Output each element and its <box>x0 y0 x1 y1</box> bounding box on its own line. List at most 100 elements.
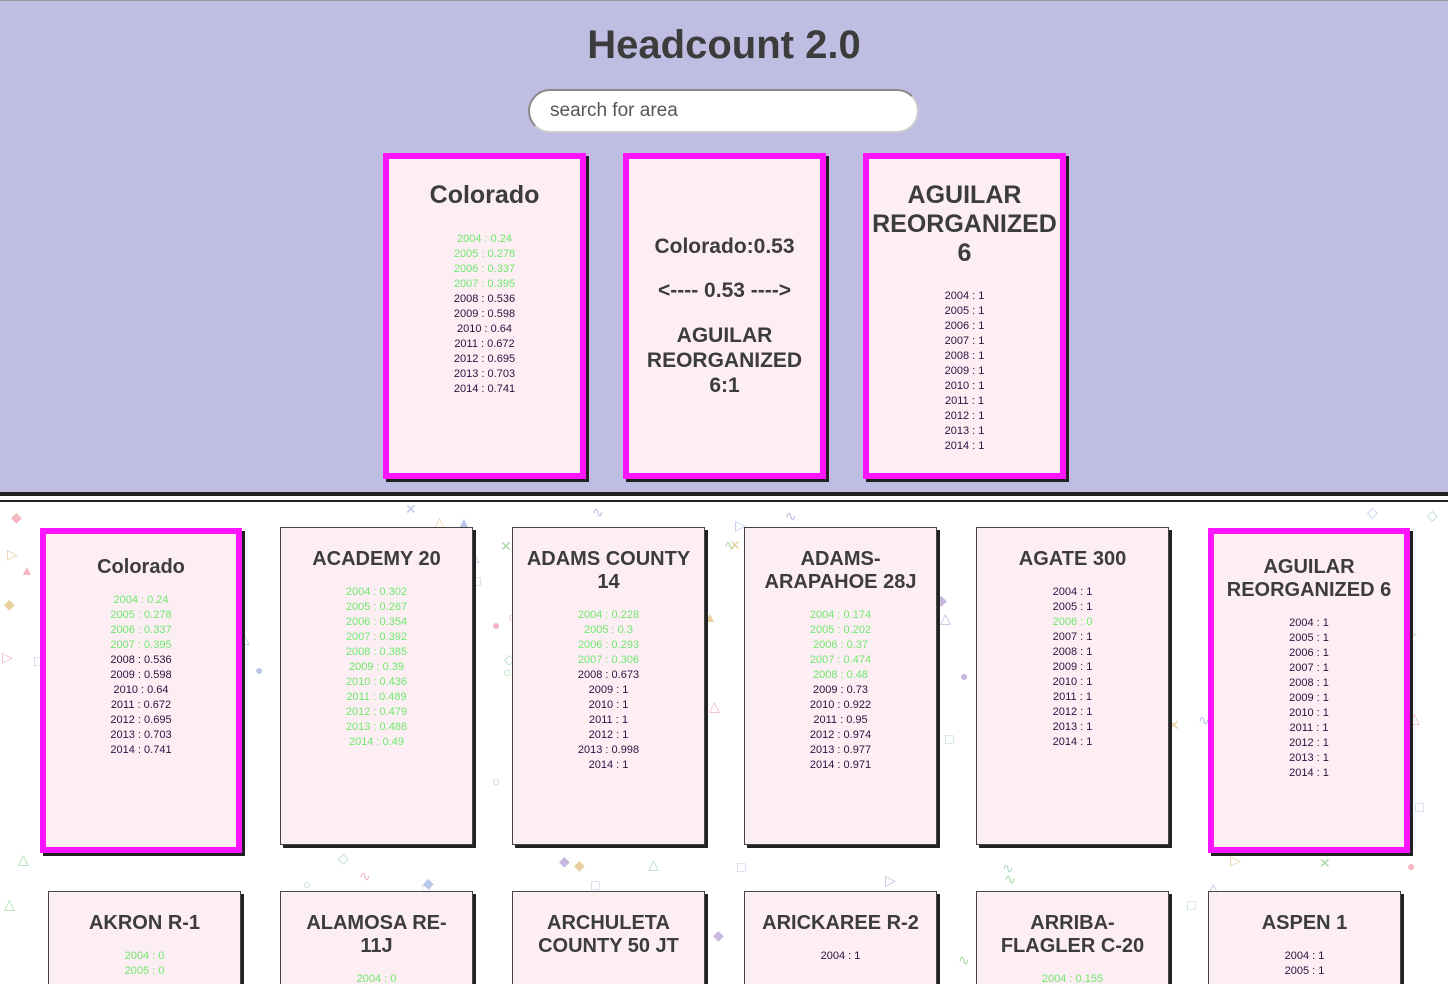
year-value-row: 2005 : 0.278 <box>453 247 516 260</box>
confetti-shape: □ <box>1415 799 1424 815</box>
year-value-row: 2005 : 1 <box>1052 601 1093 613</box>
compare-left-rows: 2004 : 0.24 2005 : 0.278 2006 : 0.337 2007 … <box>389 232 580 397</box>
search-input[interactable] <box>528 89 919 133</box>
compare-panel: Headcount 2.0 Colorado 2004 : 0.24 2005 :… <box>0 0 1448 493</box>
district-card[interactable]: ARCHULETA COUNTY 50 JT <box>512 891 705 984</box>
district-card[interactable]: Colorado 2004 : 0.24 2005 : 0.278 2006 : 0.… <box>40 528 242 853</box>
year-value-row: 2006 : 0.37 <box>812 639 869 651</box>
year-value-row: 2009 : 1 <box>1052 661 1093 673</box>
confetti-shape: ✕ <box>500 538 512 554</box>
district-rows: 2004 : 0.155 <box>977 972 1168 984</box>
year-value-row: 2008 : 1 <box>1289 677 1329 689</box>
year-value-row: 2007 : 1 <box>944 335 985 348</box>
district-card[interactable]: ARICKAREE R-2 2004 : 1 <box>744 891 937 984</box>
district-card[interactable]: AKRON R-1 2004 : 0 2005 : 0 <box>48 891 241 984</box>
year-value-row: 2007 : 0.474 <box>809 654 872 666</box>
year-value-row: 2007 : 0.395 <box>453 277 516 290</box>
confetti-shape: ∿ <box>1002 860 1014 876</box>
confetti-shape: ◆ <box>559 853 570 869</box>
confetti-shape: ✕ <box>729 537 741 553</box>
district-rows: 2004 : 1 2005 : 1 2006 : 1 2007 : 1 2008 : 1… <box>1214 616 1404 781</box>
year-value-row: 2008 : 0.536 <box>110 654 172 666</box>
year-value-row: 2006 : 0 <box>1052 616 1093 628</box>
year-value-row: 2004 : 1 <box>1289 617 1329 629</box>
confetti-shape: △ <box>709 698 720 714</box>
year-value-row: 2014 : 1 <box>1052 736 1093 748</box>
confetti-shape: ◆ <box>936 592 947 608</box>
confetti-shape: ▷ <box>7 546 18 562</box>
district-card[interactable]: AGUILAR REORGANIZED 6 2004 : 1 2005 : 1 200… <box>1208 528 1410 853</box>
year-value-row: 2010 : 0.64 <box>456 322 513 335</box>
compare-arrow-value: <---- 0.53 ----> <box>657 279 791 302</box>
compare-result-card: Colorado:0.53 <---- 0.53 ----> AGUILAR R… <box>623 153 826 479</box>
year-value-row: 2006 : 0.354 <box>345 616 408 628</box>
year-value-row: 2005 : 1 <box>944 305 985 318</box>
district-rows: 2004 : 0 <box>281 972 472 984</box>
year-value-row: 2010 : 1 <box>1289 707 1329 719</box>
section-divider <box>0 492 1448 502</box>
district-card[interactable]: ADAMS-ARAPAHOE 28J 2004 : 0.174 2005 : 0.2… <box>744 527 937 845</box>
year-value-row: 2010 : 1 <box>588 699 629 711</box>
district-rows: 2004 : 1 <box>745 949 936 964</box>
district-card[interactable]: ARRIBA-FLAGLER C-20 2004 : 0.155 <box>976 891 1169 984</box>
district-card[interactable]: ALAMOSA RE-11J 2004 : 0 <box>280 891 473 984</box>
district-name: ARICKAREE R-2 <box>762 912 919 934</box>
year-value-row: 2013 : 0.703 <box>110 729 172 741</box>
year-value-row: 2005 : 0.202 <box>809 624 872 636</box>
district-rows: 2004 : 1 2005 : 1 2006 : 0 2007 : 1 2008 : 1… <box>977 585 1168 750</box>
confetti-shape: △ <box>4 896 15 912</box>
compare-card-right[interactable]: AGUILAR REORGANIZED 6 2004 : 1 2005 : 1 20… <box>863 153 1066 479</box>
confetti-shape: ▷ <box>1230 852 1241 868</box>
confetti-shape: ◆ <box>423 875 434 891</box>
year-value-row: 2004 : 0 <box>356 973 397 984</box>
year-value-row: 2013 : 1 <box>1052 721 1093 733</box>
year-value-row: 2012 : 1 <box>588 729 629 741</box>
confetti-shape: △ <box>648 856 659 872</box>
year-value-row: 2006 : 0.337 <box>110 624 172 636</box>
confetti-shape: ▷ <box>2 649 13 665</box>
year-value-row: 2004 : 0.174 <box>809 609 872 621</box>
district-rows: 2004 : 0.174 2005 : 0.202 2006 : 0.37 2007 … <box>745 608 936 773</box>
confetti-shape: □ <box>472 573 481 589</box>
year-value-row: 2007 : 0.395 <box>110 639 172 651</box>
year-value-row: 2011 : 1 <box>1053 691 1092 703</box>
year-value-row: 2008 : 0.385 <box>345 646 408 658</box>
compare-first-value: Colorado:0.53 <box>654 235 795 258</box>
district-name: ADAMS COUNTY 14 <box>526 548 691 593</box>
year-value-row: 2010 : 0.922 <box>809 699 872 711</box>
district-rows: 2004 : 0.302 2005 : 0.267 2006 : 0.354 2007… <box>281 585 472 750</box>
year-value-row: 2004 : 0.155 <box>1041 973 1104 984</box>
confetti-shape: ✕ <box>405 502 417 517</box>
year-value-row: 2005 : 1 <box>1289 632 1329 644</box>
year-value-row: 2005 : 1 <box>1284 965 1325 977</box>
year-value-row: 2010 : 1 <box>1052 676 1093 688</box>
confetti-shape: ◆ <box>574 857 585 873</box>
confetti-shape: ∿ <box>724 537 736 553</box>
confetti-shape: ▲ <box>20 562 34 578</box>
district-card[interactable]: ASPEN 1 2004 : 1 2005 : 1 <box>1208 891 1401 984</box>
year-value-row: 2009 : 1 <box>588 684 629 696</box>
district-card[interactable]: AGATE 300 2004 : 1 2005 : 1 2006 : 0 2007 : … <box>976 527 1169 845</box>
year-value-row: 2004 : 0.24 <box>113 594 169 606</box>
confetti-shape: □ <box>737 859 746 875</box>
year-value-row: 2013 : 1 <box>944 425 985 438</box>
year-value-row: 2006 : 0.337 <box>453 262 516 275</box>
confetti-shape: ● <box>255 662 264 678</box>
year-value-row: 2006 : 1 <box>1289 647 1329 659</box>
confetti-shape: △ <box>1409 710 1420 726</box>
year-value-row: 2004 : 1 <box>1052 586 1093 598</box>
year-value-row: 2011 : 1 <box>589 714 628 726</box>
compare-card-left[interactable]: Colorado 2004 : 0.24 2005 : 0.278 2006 : 0… <box>383 153 586 479</box>
year-value-row: 2008 : 0.536 <box>453 292 516 305</box>
year-value-row: 2010 : 1 <box>944 380 985 393</box>
confetti-shape: ✕ <box>1319 855 1331 871</box>
district-card[interactable]: ADAMS COUNTY 14 2004 : 0.228 2005 : 0.3 200… <box>512 527 705 845</box>
year-value-row: 2013 : 0.488 <box>345 721 408 733</box>
year-value-row: 2004 : 1 <box>820 950 861 962</box>
year-value-row: 2004 : 0.228 <box>577 609 640 621</box>
year-value-row: 2012 : 0.695 <box>453 352 516 365</box>
year-value-row: 2008 : 1 <box>944 350 985 363</box>
district-card[interactable]: ACADEMY 20 2004 : 0.302 2005 : 0.267 2006 :… <box>280 527 473 845</box>
year-value-row: 2004 : 0.302 <box>345 586 408 598</box>
year-value-row: 2014 : 0.741 <box>110 744 172 756</box>
